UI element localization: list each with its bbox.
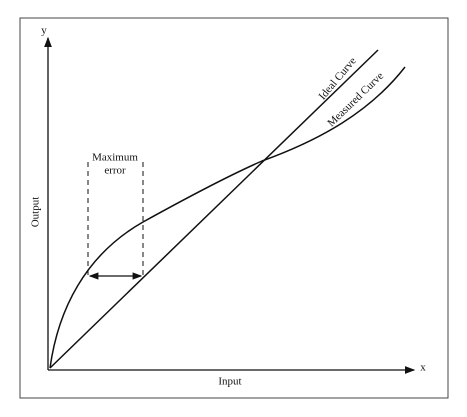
x-symbol: x: [420, 362, 426, 374]
x-axis-label: Input: [218, 376, 241, 388]
frame: [19, 17, 449, 399]
measured-curve: [49, 66, 406, 369]
y-symbol: y: [41, 25, 47, 37]
annotation: Maximum: [92, 152, 138, 164]
annotation: error: [104, 165, 126, 177]
y-axis-label: Output: [30, 197, 42, 228]
ideal-curve: [49, 49, 379, 369]
